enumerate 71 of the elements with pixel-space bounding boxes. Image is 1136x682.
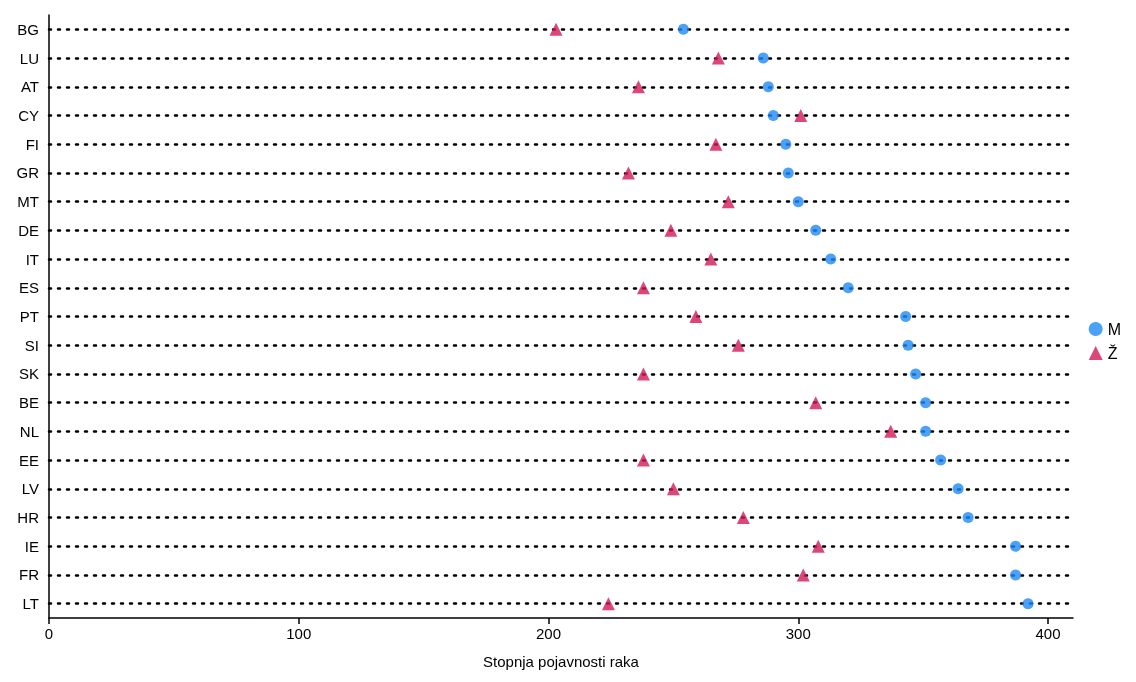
y-tick-label: IE [24,537,39,555]
y-tick-label: LU [19,49,39,67]
point [1010,540,1022,552]
point [767,110,779,121]
point [811,539,825,553]
point [900,311,912,322]
point [721,195,735,209]
y-tick-label: FI [25,135,39,153]
point [549,22,563,36]
point [709,137,723,151]
point [664,223,678,237]
y-tick-label: MT [17,193,39,211]
point [704,252,718,266]
point [631,80,645,94]
y-tick-label: ES [18,279,39,297]
point [711,51,725,65]
point [842,282,854,294]
y-tick-label: CY [18,107,39,124]
y-tick-label: NL [19,422,39,440]
y-tick-label: DE [18,221,39,239]
point [636,367,650,381]
point [757,52,769,64]
y-tick-label: LV [21,480,39,498]
point [621,166,635,180]
x-tick-label: 100 [286,625,312,642]
legend-label: Ž [1107,343,1118,362]
point [792,196,804,208]
y-tick-label: BG [17,20,39,38]
y-tick-label: BE [18,394,39,412]
point [794,109,808,122]
x-tick-label: 0 [44,625,54,642]
point [780,138,792,150]
point [810,224,822,236]
point [1022,598,1034,610]
point [782,167,794,179]
point [809,396,823,410]
point [935,454,947,466]
point [636,453,650,467]
point [902,339,914,351]
point [636,281,650,295]
y-tick-label: GR [16,164,40,182]
point [731,338,745,352]
point [762,81,774,93]
y-tick-label: PT [19,308,39,325]
point [677,23,689,35]
y-tick-label: EE [18,451,39,469]
point [884,424,898,438]
point [920,425,932,437]
x-tick-label: 300 [785,625,811,642]
y-tick-label: HR [17,509,40,526]
legend-label: M [1107,320,1121,338]
point [796,568,810,582]
x-tick-label: 200 [536,625,562,642]
x-tick-label: 400 [1035,625,1061,642]
point [666,482,680,496]
point [736,511,750,524]
point [910,368,922,380]
point [601,597,615,611]
point [962,512,974,523]
point [825,253,837,265]
y-tick-label: SI [24,336,39,354]
x-axis-title: Stopnja pojavnosti raka [483,653,640,670]
point [920,397,932,409]
y-tick-label: AT [20,78,39,96]
y-tick-label: FR [19,566,40,584]
point [1010,569,1022,581]
point [952,483,964,495]
point [689,310,703,323]
y-tick-label: SK [18,365,39,383]
y-tick-label: LT [22,595,39,613]
y-tick-label: IT [25,250,39,268]
